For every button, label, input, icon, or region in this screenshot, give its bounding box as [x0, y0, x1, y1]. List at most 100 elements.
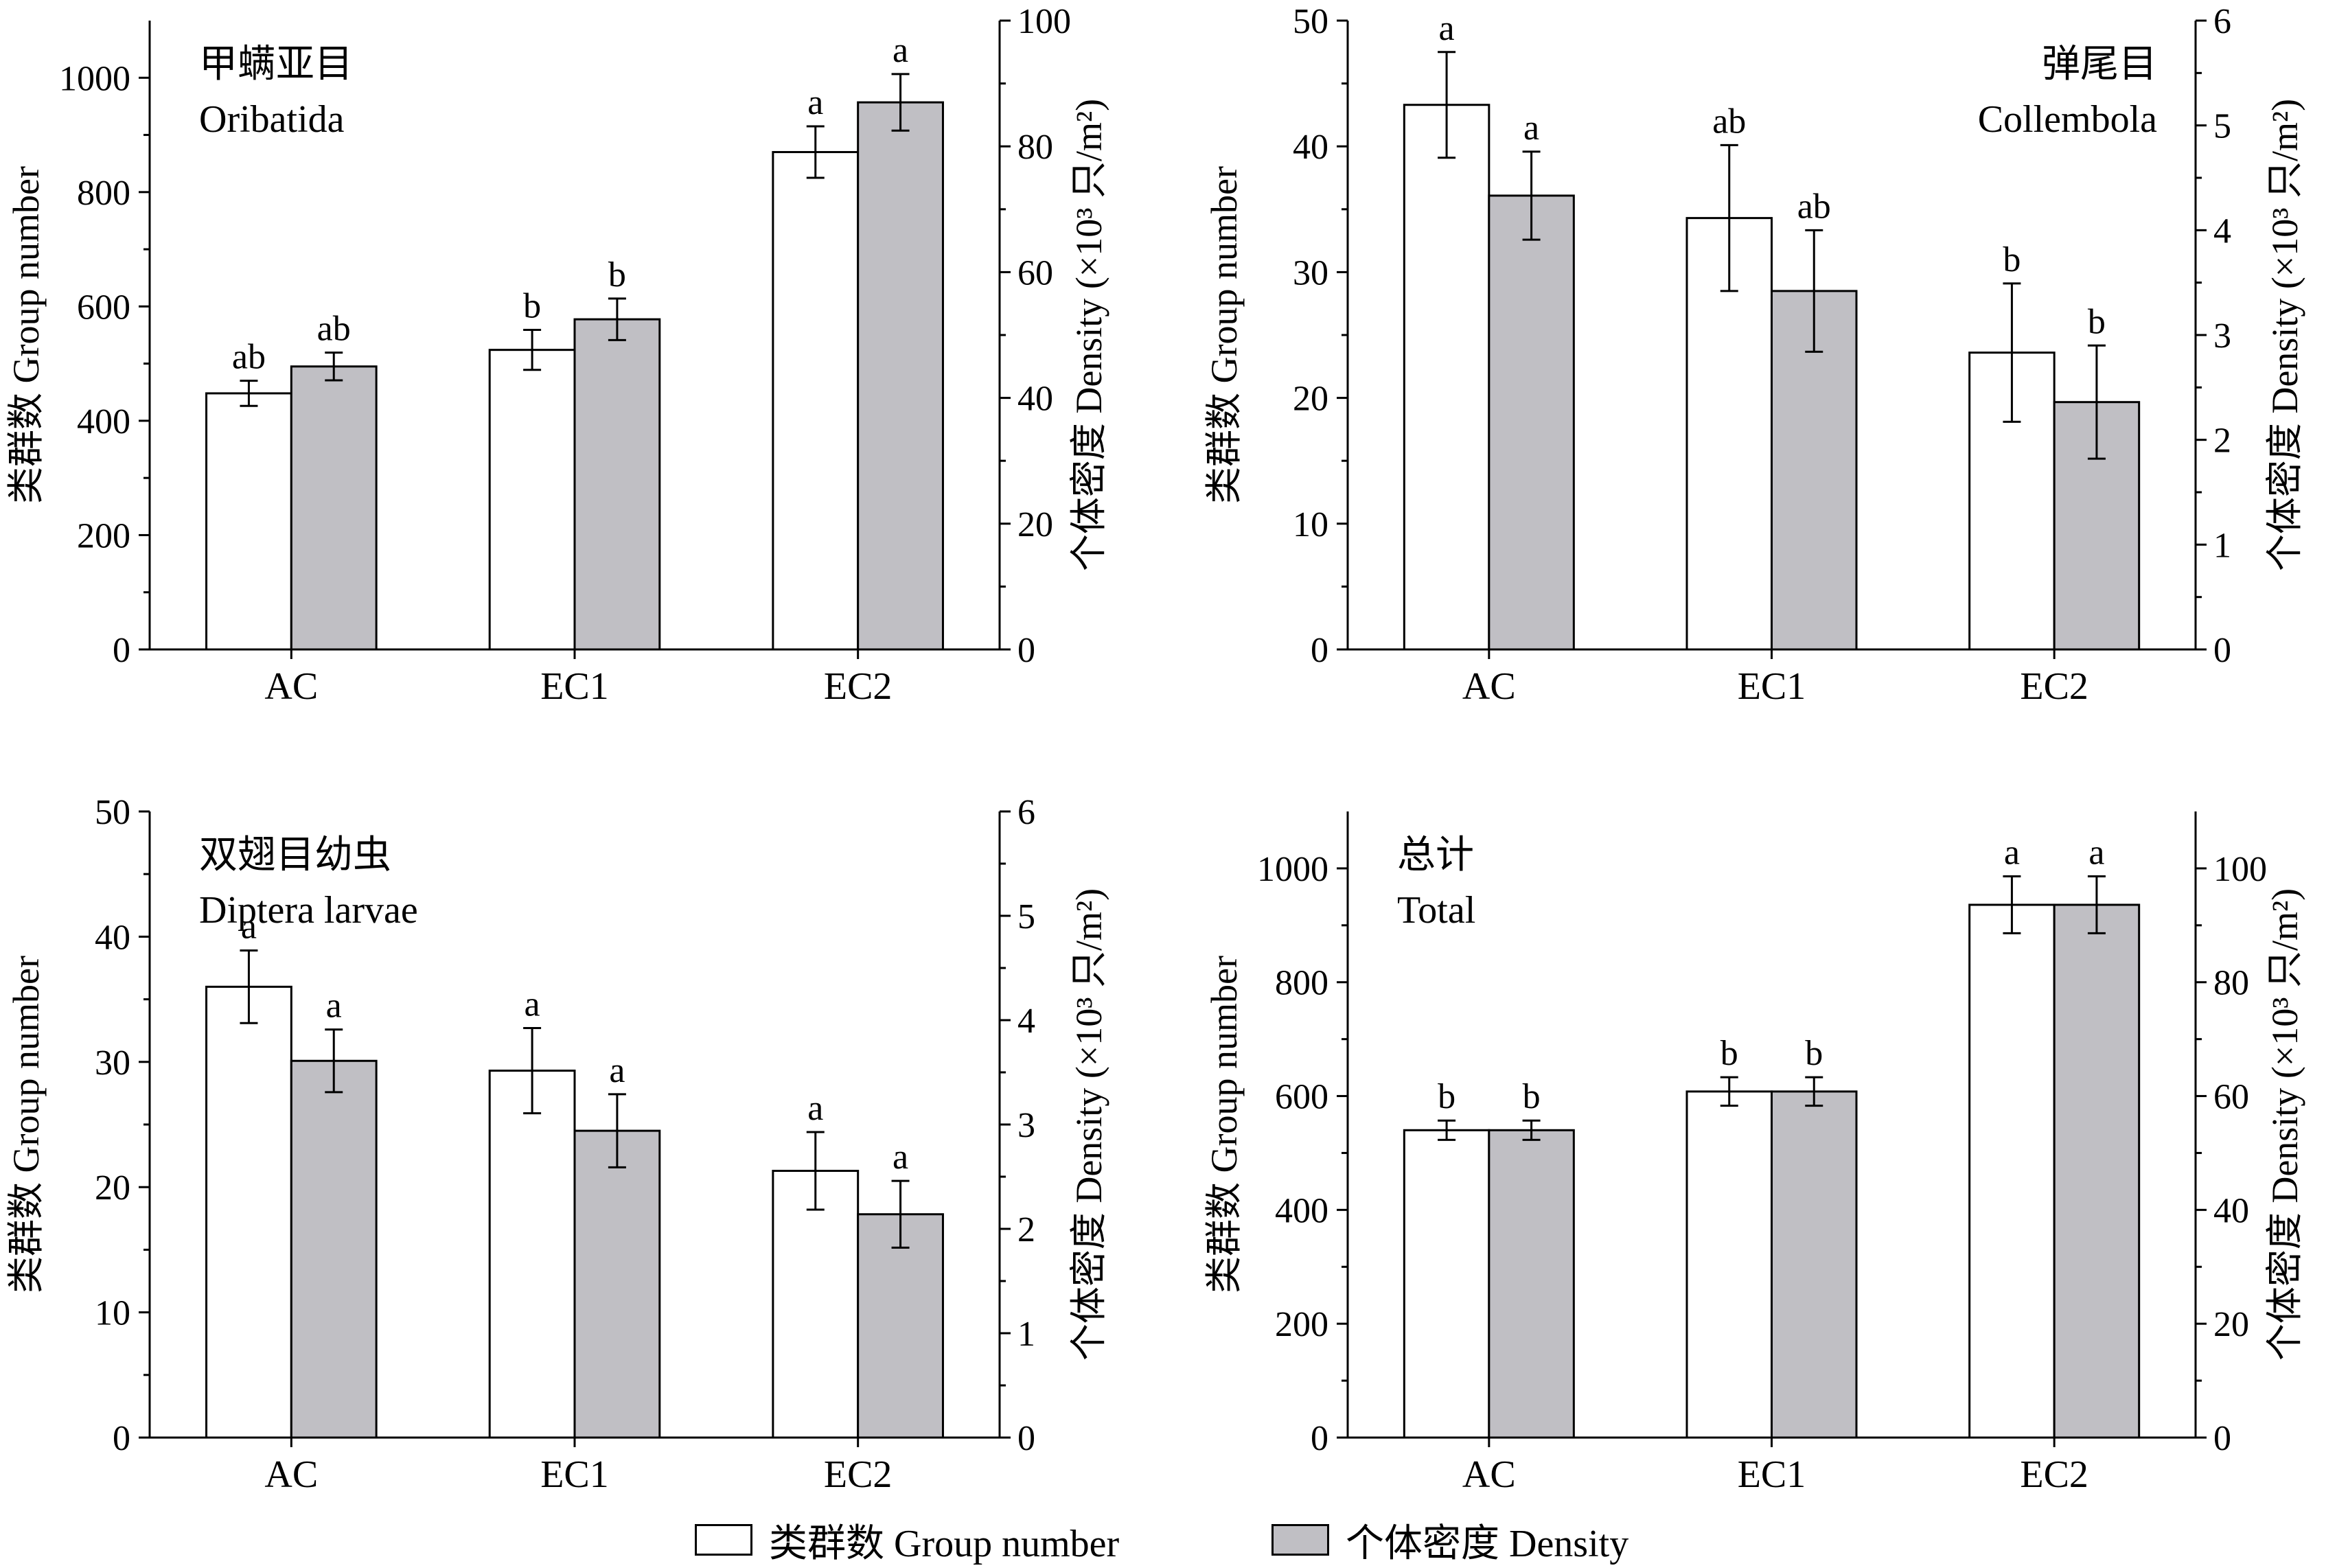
bar-density-EC1: [1771, 1090, 1858, 1439]
significance-letter: b: [2088, 302, 2106, 341]
y-tick-label-right: 20: [2213, 1305, 2249, 1344]
significance-letter: ab: [1797, 187, 1831, 226]
significance-letter: a: [525, 985, 540, 1024]
y-tick-label-left: 1000: [59, 59, 130, 98]
y-tick-label-left: 200: [77, 516, 130, 555]
y-tick-label-right: 3: [1017, 1106, 1035, 1145]
significance-letter: a: [2004, 833, 2020, 873]
significance-letter: b: [1438, 1077, 1455, 1116]
x-tick-label: EC2: [824, 1453, 893, 1496]
x-tick-label: AC: [1462, 1453, 1516, 1496]
significance-letter: b: [523, 287, 541, 326]
x-tick-label: EC1: [1738, 1453, 1806, 1496]
bar-density-EC1: [573, 1129, 661, 1439]
panel-title-cn: 总计: [1397, 834, 1474, 877]
bar-group-number-EC2: [1968, 903, 2056, 1439]
significance-letter: b: [1523, 1077, 1541, 1116]
y-tick-label-right: 80: [1017, 128, 1053, 167]
bar-group-number-AC: [1403, 104, 1490, 651]
bar-group-number-AC: [205, 985, 292, 1439]
significance-letter: a: [1439, 9, 1455, 48]
significance-letter: a: [1523, 108, 1539, 148]
x-tick-label: EC2: [2020, 1453, 2088, 1496]
y-tick-label-left: 0: [1311, 631, 1328, 670]
bar-group-number-EC2: [772, 151, 860, 651]
y-tick-label-right: 0: [1017, 631, 1035, 670]
bar-density-AC: [290, 365, 378, 651]
y-tick-label-right: 20: [1017, 505, 1053, 544]
significance-letter: b: [1805, 1034, 1823, 1073]
chart-panel-2: a a AC ab ab EC1 b b EC2 0 10 20 30 40 50 0 1 2 3 4 5 6 类群数 Gr…: [1204, 2, 2305, 708]
significance-letter: a: [807, 1089, 823, 1128]
panel-title-cn: 双翅目幼虫: [199, 834, 391, 877]
legend-swatch-density: [1271, 1524, 1329, 1556]
y-axis-title-right: 个体密度 Density (×10³ 只/m²): [1068, 888, 1109, 1361]
y-axis-title-left: 类群数 Group number: [1204, 166, 1245, 504]
y-tick-label-right: 4: [2213, 211, 2231, 251]
x-tick-label: EC1: [540, 665, 609, 708]
y-tick-label-right: 0: [2213, 631, 2231, 670]
panel-title-en: Collembola: [1978, 98, 2157, 141]
y-tick-label-right: 6: [1017, 793, 1035, 832]
y-tick-label-right: 4: [1017, 1002, 1035, 1041]
y-tick-label-right: 60: [1017, 253, 1053, 292]
y-tick-label-right: 5: [1017, 897, 1035, 936]
y-axis-title-right: 个体密度 Density (×10³ 只/m²): [2264, 888, 2305, 1361]
y-tick-label-right: 100: [2213, 850, 2267, 889]
bar-group-number-EC1: [488, 1070, 576, 1439]
y-tick-label-left: 600: [77, 288, 130, 327]
panel-title-cn: 甲螨亚目: [199, 43, 353, 86]
significance-letter: b: [608, 255, 626, 295]
y-tick-label-left: 600: [1275, 1078, 1328, 1117]
significance-letter: a: [241, 907, 257, 946]
x-tick-label: AC: [1462, 665, 1516, 708]
y-tick-label-left: 0: [113, 631, 130, 670]
y-tick-label-left: 0: [113, 1419, 130, 1458]
panel-title-en: Oribatida: [199, 98, 345, 141]
y-tick-label-right: 1: [2213, 526, 2231, 565]
significance-letter: b: [2003, 240, 2021, 279]
significance-letter: b: [1720, 1034, 1738, 1073]
bar-density-AC: [1488, 194, 1575, 651]
y-tick-label-right: 80: [2213, 964, 2249, 1003]
y-tick-label-left: 10: [95, 1294, 130, 1333]
y-tick-label-left: 40: [1293, 128, 1328, 167]
bar-group-number-AC: [1403, 1129, 1490, 1439]
y-axis-title-left: 类群数 Group number: [5, 956, 47, 1293]
bar-density-AC: [290, 1059, 378, 1439]
y-tick-label-right: 6: [2213, 2, 2231, 41]
y-tick-label-left: 800: [77, 174, 130, 213]
significance-letter: a: [893, 31, 908, 70]
y-tick-label-right: 2: [2213, 422, 2231, 461]
panel-title-en: Diptera larvae: [199, 889, 418, 932]
y-tick-label-right: 5: [2213, 107, 2231, 146]
y-tick-label-left: 30: [1293, 253, 1328, 292]
y-tick-label-right: 0: [1017, 1419, 1035, 1458]
chart-panel-1: ab ab AC b b EC1 a a EC2 0 200 400 600 800 1000 0 20 40 60…: [5, 2, 1109, 708]
significance-letter: a: [807, 83, 823, 122]
y-axis-title-right: 个体密度 Density (×10³ 只/m²): [1068, 99, 1109, 571]
bar-group-number-EC2: [772, 1169, 860, 1439]
bar-group-number-EC1: [1685, 1090, 1773, 1439]
y-tick-label-left: 0: [1311, 1419, 1328, 1458]
y-tick-label-left: 800: [1275, 964, 1328, 1003]
y-tick-label-right: 0: [2213, 1419, 2231, 1458]
legend-label-group-number: 类群数 Group number: [769, 1522, 1120, 1565]
y-tick-label-right: 60: [2213, 1078, 2249, 1117]
y-tick-label-left: 20: [1293, 380, 1328, 419]
significance-letter: ab: [232, 338, 266, 377]
legend: 类群数 Group number: [695, 1516, 1119, 1565]
y-tick-label-right: 40: [1017, 380, 1053, 419]
y-tick-label-left: 40: [95, 918, 130, 957]
x-tick-label: EC1: [1738, 665, 1806, 708]
y-tick-label-left: 50: [95, 793, 130, 832]
legend-swatch-group-number: [695, 1524, 752, 1556]
bar-density-EC2: [2053, 903, 2141, 1439]
significance-letter: a: [326, 987, 342, 1026]
legend-label-density: 个体密度 Density: [1346, 1522, 1629, 1565]
y-tick-label-left: 20: [95, 1168, 130, 1208]
bar-density-AC: [1488, 1129, 1575, 1439]
y-tick-label-right: 100: [1017, 2, 1071, 41]
y-tick-label-left: 400: [1275, 1191, 1328, 1230]
x-tick-label: AC: [264, 1453, 318, 1496]
